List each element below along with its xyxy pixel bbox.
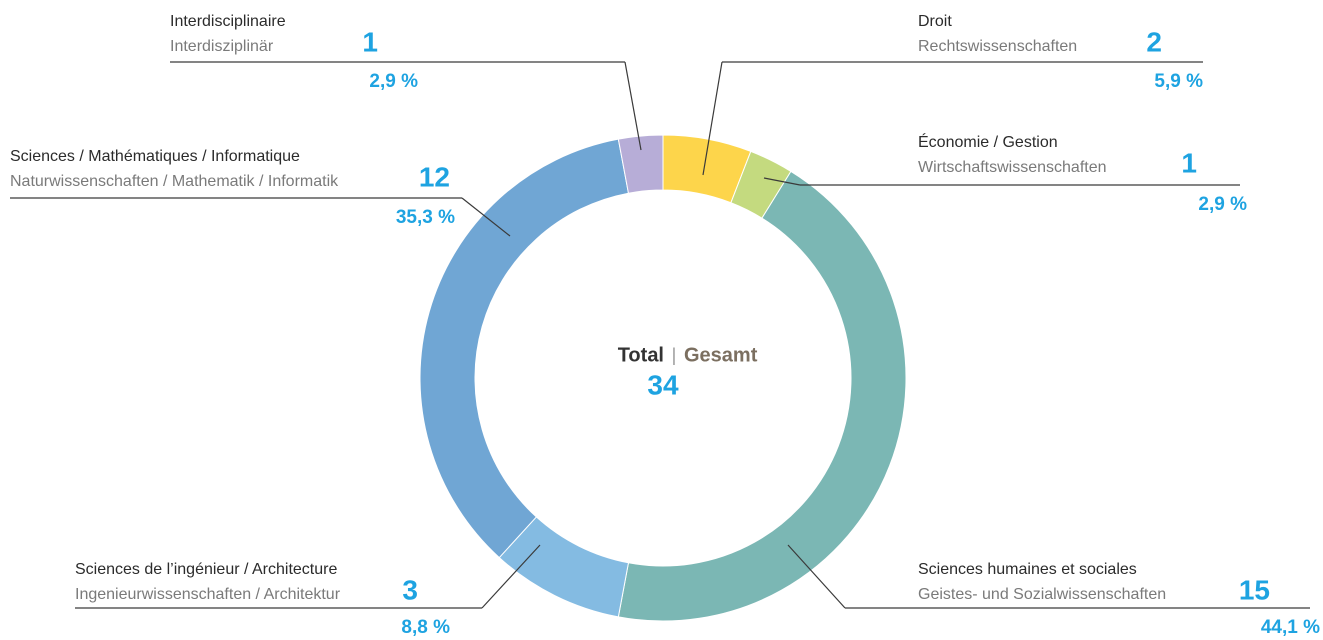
category-label-de: Geistes- und Sozialwissenschaften: [918, 586, 1166, 603]
category-label: Économie / Gestion: [918, 132, 1058, 151]
percentage-label: 44,1 %: [1261, 617, 1320, 638]
value-label: 3: [402, 574, 418, 605]
category-label: Interdisciplinaire: [170, 13, 286, 30]
donut-slice: [617, 134, 664, 194]
value-label: 15: [1239, 574, 1270, 605]
leader-line: [763, 177, 801, 186]
value-label: 12: [419, 161, 450, 192]
center-label-de: Gesamt: [684, 344, 758, 366]
donut-slice: [419, 138, 630, 559]
category-label-de: Naturwissenschaften / Mathematik / Infor…: [10, 173, 339, 190]
donut-slice: [617, 170, 907, 622]
percentage-label: 8,8 %: [401, 617, 450, 638]
category-label-de: Rechtswissenschaften: [918, 38, 1077, 55]
percentage-label: 35,3 %: [396, 207, 455, 228]
center-total: 34: [647, 369, 679, 400]
center-label-fr: Total: [618, 344, 664, 366]
category-label: Sciences / Mathématiques / Informatique: [10, 148, 300, 165]
category-label-de: Interdisziplinär: [170, 38, 274, 55]
category-label-de: Ingenieurwissenschaften / Architektur: [75, 586, 341, 603]
percentage-label: 2,9 %: [1198, 194, 1247, 215]
category-label: Droit: [918, 13, 952, 30]
value-label: 2: [1146, 26, 1162, 57]
percentage-label: 2,9 %: [369, 71, 418, 92]
category-label: Sciences humaines et sociales: [918, 561, 1137, 578]
leader-line: [702, 61, 723, 176]
center-separator: |: [672, 345, 677, 365]
value-label: 1: [1181, 147, 1197, 178]
leader-line: [461, 197, 511, 237]
leader-line: [624, 61, 642, 151]
percentage-label: 5,9 %: [1154, 71, 1203, 92]
leader-line: [787, 544, 846, 609]
category-label: Sciences de l’ingénieur / Architecture: [75, 561, 337, 578]
category-label-de: Wirtschaftswissenschaften: [918, 159, 1107, 176]
leader-line: [481, 544, 541, 609]
value-label: 1: [362, 26, 378, 57]
